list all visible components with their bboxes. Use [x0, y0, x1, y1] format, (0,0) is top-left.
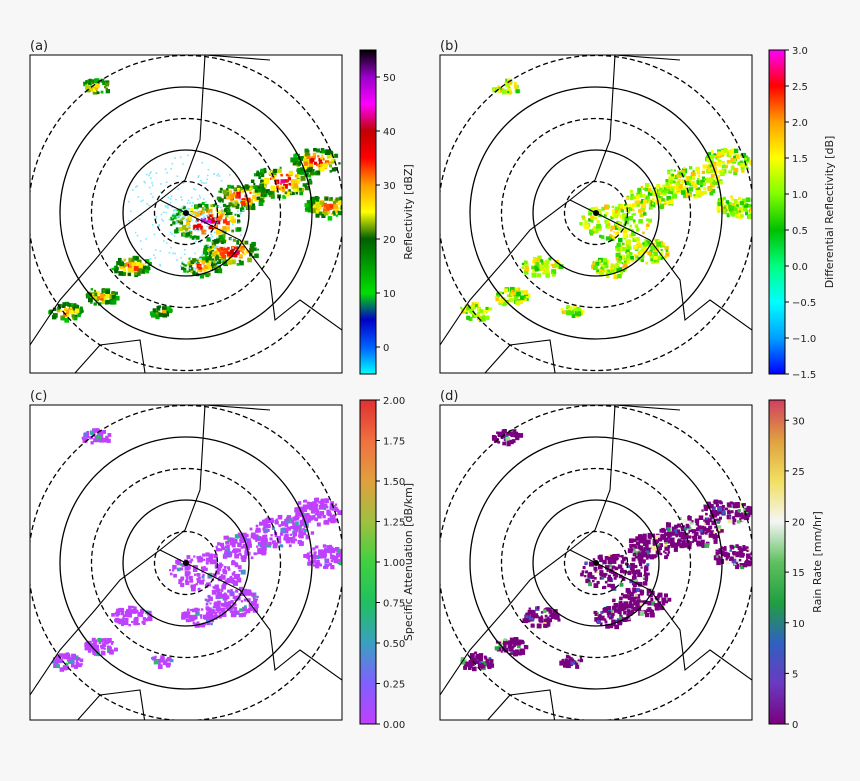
colorbar-tick-label: 0.75 [383, 599, 405, 610]
radar-site-marker [593, 210, 599, 216]
panel-label: (b) [440, 39, 458, 54]
range-ring-4 [59, 436, 313, 690]
colorbar-tick-label: 1.25 [383, 518, 405, 529]
colorbar-label: Differential Reflectivity [dB] [823, 136, 836, 289]
range-ring-4 [469, 86, 723, 340]
colorbar-tick-label: 0.00 [383, 720, 405, 731]
colorbar-tick-label: 10 [792, 619, 805, 630]
boundary-line-4 [76, 689, 146, 720]
colorbar-tick-label: 0.50 [383, 639, 405, 650]
panel-a: (a) 0 10 20 30 40 50 Reflectivity [dBZ] [29, 39, 415, 375]
boundary-line-3 [569, 199, 752, 331]
range-ring-3 [90, 467, 282, 659]
map-frame [29, 54, 343, 374]
boundary-line-4 [74, 339, 146, 373]
range-ring-2 [532, 149, 660, 277]
colorbar-tick-label: 20 [792, 518, 805, 529]
colorbar-tick-label: 0.0 [792, 262, 808, 273]
radar-site-marker [183, 560, 189, 566]
colorbar-tick-label: 1.75 [383, 437, 405, 448]
boundary-line-2 [204, 55, 271, 61]
colorbar-tick-label: 2.5 [792, 82, 808, 93]
range-ring-4 [59, 86, 313, 340]
range-ring-2 [532, 499, 660, 627]
colorbar-tick-label: −0.5 [792, 298, 816, 309]
boundary-line-3 [159, 199, 342, 331]
colorbar-tick-label: 3.0 [792, 46, 808, 57]
panel-d: (d) 0 5 10 15 20 25 30 Rain Rate [mm/hr] [439, 389, 824, 731]
colorbar-tick-label: 0.25 [383, 680, 405, 691]
colorbar-label: Reflectivity [dBZ] [402, 164, 415, 260]
colorbar-tick-label: 0.5 [792, 226, 808, 237]
range-ring-4 [469, 436, 723, 690]
colorbar-label: Specific Attenuation [dB/km] [402, 483, 415, 641]
colorbar-tick-label: 20 [383, 235, 396, 246]
map-frame [29, 404, 343, 721]
colorbar [768, 49, 786, 375]
colorbar-tick-label: 10 [383, 289, 396, 300]
colorbar-label: Rain Rate [mm/hr] [811, 511, 824, 613]
colorbar-tick-label: 40 [383, 127, 396, 138]
range-ring-3 [90, 117, 282, 309]
radar-echo-field [48, 78, 342, 323]
map-frame [439, 54, 753, 374]
panel-c: (c) 0.00 0.25 0.50 0.75 1.00 1.25 1.50 1.75 2.00 S… [29, 389, 415, 731]
boundary-line-2 [614, 405, 681, 411]
radar-site-marker [593, 560, 599, 566]
panel-label: (d) [440, 389, 458, 404]
colorbar-tick-label: 1.5 [792, 154, 808, 165]
range-ring-1 [153, 530, 219, 596]
range-ring-2 [122, 149, 250, 277]
range-ring-3 [500, 467, 692, 659]
colorbar-tick-label: 0 [792, 720, 798, 731]
boundary-line-4 [484, 339, 556, 373]
colorbar-tick-label: 2.00 [383, 396, 405, 407]
range-ring-1 [563, 180, 629, 246]
range-ring-1 [153, 180, 219, 246]
panel-label: (a) [30, 39, 48, 54]
colorbar-tick-label: 30 [792, 416, 805, 427]
colorbar-tick-label: −1.0 [792, 334, 816, 345]
colorbar-tick-label: 2.0 [792, 118, 808, 129]
radar-echo-field [460, 429, 752, 672]
boundary-line-4 [486, 689, 556, 720]
boundary-line-2 [204, 405, 271, 411]
colorbar-tick-label: 50 [383, 73, 396, 84]
boundary-line-3 [159, 549, 342, 681]
colorbar [768, 399, 786, 725]
colorbar-tick-label: 0 [383, 343, 389, 354]
colorbar-tick-label: 5 [792, 669, 798, 680]
boundary-line-1 [440, 405, 616, 696]
colorbar-tick-label: −1.5 [792, 370, 816, 381]
panel-b: (b) −1.5 −1.0 −0.5 0.0 0.5 1.0 1.5 2.0 2.5 3.0 Diff… [439, 39, 836, 381]
colorbar-tick-label: 1.00 [383, 558, 405, 569]
colorbar-tick-label: 25 [792, 467, 805, 478]
boundary-line-2 [614, 55, 681, 61]
range-ring-1 [563, 530, 629, 596]
map-frame [439, 404, 753, 721]
colorbar [359, 49, 377, 375]
boundary-line-1 [30, 55, 206, 346]
range-ring-3 [500, 117, 692, 309]
boundary-line-1 [440, 55, 616, 346]
range-ring-2 [122, 499, 250, 627]
boundary-line-1 [30, 405, 206, 696]
radar-echo-field [460, 78, 752, 323]
colorbar-tick-label: 1.50 [383, 477, 405, 488]
radar-site-marker [183, 210, 189, 216]
panel-label: (c) [30, 389, 47, 404]
colorbar-tick-label: 30 [383, 181, 396, 192]
colorbar-tick-label: 15 [792, 568, 805, 579]
colorbar [359, 399, 377, 725]
colorbar-tick-label: 1.0 [792, 190, 808, 201]
boundary-line-3 [569, 549, 752, 681]
